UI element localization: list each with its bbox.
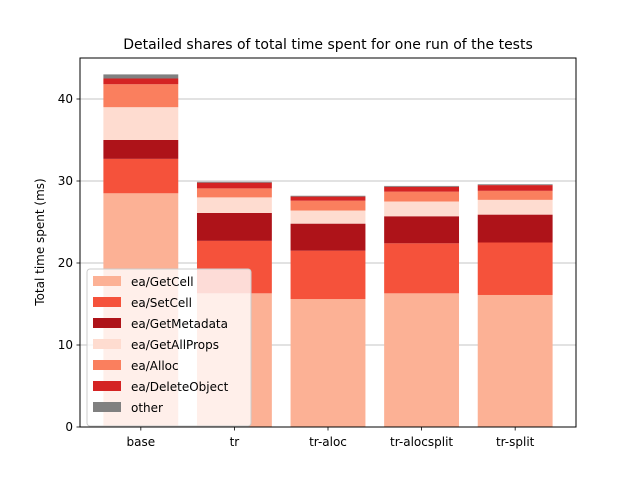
bar-segment-ea-deleteobject-tr-aloc — [290, 196, 366, 201]
legend-label: ea/GetCell — [131, 275, 194, 289]
x-axis: base tr tr-aloc tr-alocsplit tr-split — [127, 427, 535, 449]
x-tick-label: tr-alocsplit — [390, 435, 453, 449]
legend-swatch — [93, 381, 121, 391]
bar-segment-ea-deleteobject-tr-split — [477, 185, 553, 191]
bar-segment-ea-setcell-tr-split — [477, 242, 553, 295]
y-axis: 0 10 20 30 40 — [58, 92, 80, 434]
bar-segment-ea-getcell-tr-alocsplit — [384, 293, 460, 427]
bar-segment-ea-getmetadata-tr — [196, 212, 272, 241]
bar-segment-other-tr — [196, 181, 272, 183]
bar-segment-ea-getcell-tr-aloc — [290, 299, 366, 427]
bar-segment-ea-getallprops-tr-alocsplit — [384, 201, 460, 217]
legend-label: ea/DeleteObject — [131, 380, 229, 394]
bar-segment-ea-setcell-base — [103, 158, 179, 194]
y-tick-label: 40 — [58, 92, 73, 106]
bar-segment-ea-deleteobject-base — [103, 78, 179, 85]
bar-segment-ea-getmetadata-tr-split — [477, 214, 553, 243]
bar-segment-ea-getallprops-base — [103, 107, 179, 140]
legend-swatch — [93, 360, 121, 370]
x-tick-label: base — [127, 435, 156, 449]
y-axis-label: Total time spent (ms) — [33, 178, 47, 306]
bar-segment-other-base — [103, 74, 179, 79]
bar-segment-ea-alloc-tr — [196, 188, 272, 198]
y-tick-label: 20 — [58, 256, 73, 270]
bar-segment-ea-alloc-base — [103, 84, 179, 108]
legend-swatch — [93, 318, 121, 328]
bar-segment-ea-setcell-tr-alocsplit — [384, 243, 460, 294]
bar-segment-other-tr-alocsplit — [384, 185, 460, 187]
x-tick-label: tr-split — [496, 435, 535, 449]
bar-segment-ea-deleteobject-tr-alocsplit — [384, 186, 460, 192]
bar-segment-ea-alloc-tr-split — [477, 190, 553, 200]
legend-label: ea/GetMetadata — [131, 317, 228, 331]
y-tick-label: 10 — [58, 338, 73, 352]
legend-label: ea/GetAllProps — [131, 338, 219, 352]
x-tick-label: tr — [230, 435, 240, 449]
chart-title: Detailed shares of total time spent for … — [123, 37, 533, 53]
bar-segment-other-tr-split — [477, 184, 553, 186]
x-tick-label: tr-aloc — [309, 435, 347, 449]
bar-segment-ea-getallprops-tr-split — [477, 199, 553, 215]
legend-label: ea/SetCell — [131, 296, 192, 310]
bar-segment-ea-getmetadata-base — [103, 140, 179, 159]
legend-swatch — [93, 339, 121, 349]
y-tick-label: 30 — [58, 174, 73, 188]
bar-segment-ea-getcell-tr-split — [477, 294, 553, 427]
bar-segment-ea-alloc-tr-alocsplit — [384, 191, 460, 202]
legend: ea/GetCell ea/SetCell ea/GetMetadata ea/Get… — [86, 268, 252, 427]
y-tick-label: 0 — [65, 420, 73, 434]
bar-segment-ea-getmetadata-tr-alocsplit — [384, 216, 460, 244]
bar-segment-ea-getmetadata-tr-aloc — [290, 223, 366, 251]
bar-segment-ea-setcell-tr-aloc — [290, 250, 366, 300]
bar-segment-other-tr-aloc — [290, 195, 366, 197]
bar-segment-ea-getallprops-tr — [196, 197, 272, 213]
legend-swatch — [93, 276, 121, 286]
legend-box — [86, 268, 252, 427]
bar-segment-ea-getallprops-tr-aloc — [290, 210, 366, 224]
legend-swatch — [93, 297, 121, 307]
legend-label: ea/Alloc — [131, 359, 179, 373]
bar-segment-ea-alloc-tr-aloc — [290, 200, 366, 211]
bar-segment-ea-deleteobject-tr — [196, 182, 272, 189]
legend-swatch — [93, 402, 121, 412]
legend-label: other — [131, 401, 163, 415]
